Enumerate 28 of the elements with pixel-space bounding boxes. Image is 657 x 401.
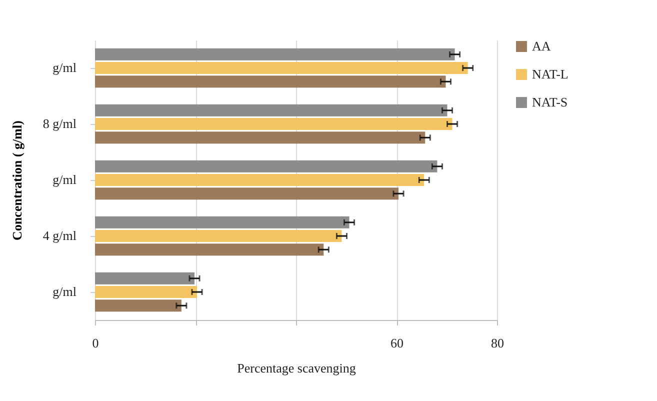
bar: [95, 48, 455, 60]
y-axis-title: Concentration ( g/ml): [9, 120, 24, 240]
y-tick-label: 4 g/ml: [42, 228, 77, 243]
legend-label: NAT-S: [532, 94, 568, 110]
legend-label: NAT-L: [532, 66, 568, 82]
bar: [95, 300, 182, 312]
y-tick-label: g/ml: [52, 172, 77, 187]
bar: [95, 104, 448, 116]
y-tick-label: g/ml: [52, 60, 77, 75]
bar: [95, 62, 468, 74]
y-tick-label: 8 g/ml: [42, 116, 77, 131]
bar: [95, 174, 424, 186]
bar: [95, 118, 452, 130]
bar: [95, 188, 399, 200]
y-tick-label: g/ml: [52, 284, 77, 299]
x-tick-label: 0: [92, 336, 99, 350]
bar: [95, 76, 446, 88]
x-tick-label: 60: [390, 336, 404, 350]
bar: [95, 160, 438, 172]
x-tick-label: 80: [491, 336, 504, 350]
x-axis-title: Percentage scavenging: [237, 360, 356, 376]
bar: [95, 272, 194, 284]
bar: [95, 132, 426, 144]
bar: [95, 230, 342, 242]
legend-label: AA: [532, 38, 552, 54]
bar: [95, 244, 324, 256]
bar: [95, 216, 350, 228]
bar: [95, 286, 198, 298]
